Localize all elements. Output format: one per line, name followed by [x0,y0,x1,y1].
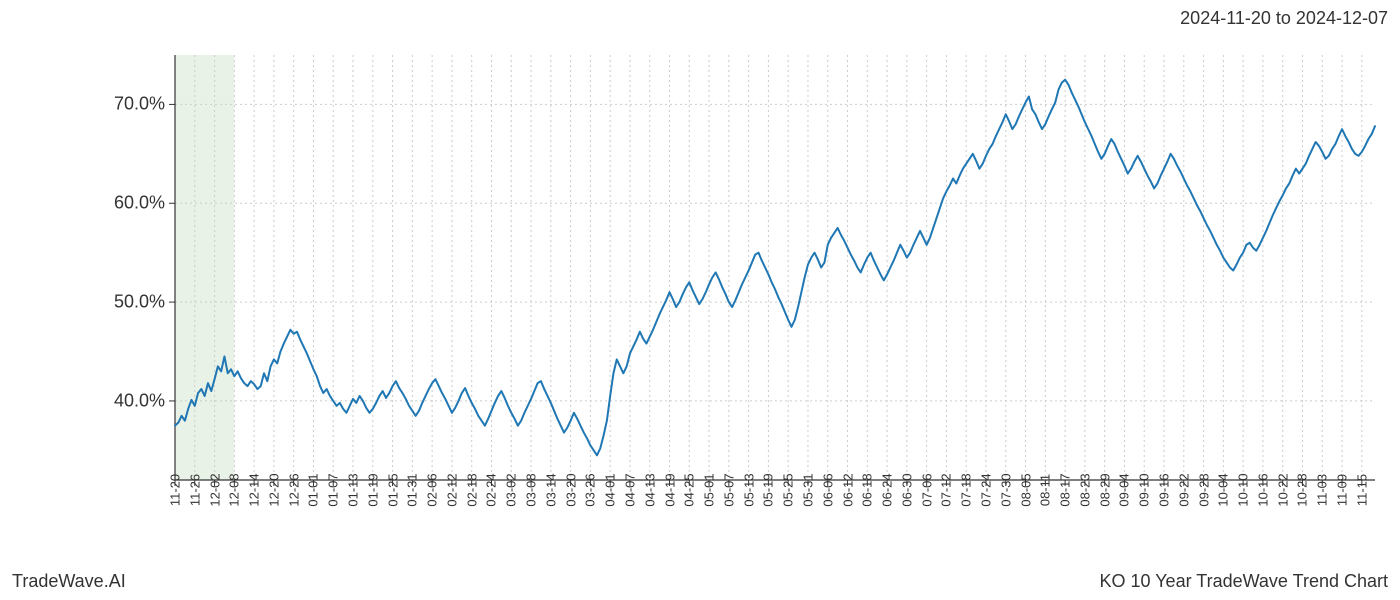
x-tick-label: 12-26 [286,473,301,506]
x-tick-label: 09-04 [1117,473,1132,506]
x-tick-label: 06-12 [840,473,855,506]
x-tick-label: 07-30 [998,473,1013,506]
x-tick-label: 08-05 [1018,473,1033,506]
y-tick-label: 40.0% [75,390,165,411]
x-tick-label: 03-26 [583,473,598,506]
highlight-band [175,55,234,480]
trend-chart [175,55,1375,480]
x-tick-label: 03-08 [524,473,539,506]
x-tick-label: 01-13 [346,473,361,506]
x-tick-label: 11-26 [187,474,202,506]
x-tick-label: 06-24 [880,473,895,506]
x-tick-label: 09-10 [1137,473,1152,506]
date-range-label: 2024-11-20 to 2024-12-07 [1180,8,1388,29]
x-tick-label: 03-02 [504,473,519,506]
x-tick-label: 08-17 [1058,473,1073,506]
x-tick-label: 10-04 [1216,473,1231,506]
x-tick-label: 11-15 [1354,474,1369,506]
x-tick-label: 10-10 [1236,473,1251,506]
x-tick-label: 06-06 [820,473,835,506]
x-tick-label: 02-12 [444,473,459,506]
x-tick-label: 02-06 [425,473,440,506]
x-tick-label: 12-02 [207,473,222,506]
x-tick-label: 07-12 [939,473,954,506]
y-tick-label: 50.0% [75,292,165,313]
x-tick-label: 09-16 [1157,473,1172,506]
x-tick-label: 05-07 [721,473,736,506]
x-tick-label: 08-11 [1038,474,1053,506]
x-tick-label: 10-28 [1295,473,1310,506]
x-tick-label: 07-24 [978,473,993,506]
x-tick-label: 03-20 [563,473,578,506]
x-tick-label: 04-25 [682,473,697,506]
x-tick-label: 07-18 [959,473,974,506]
x-tick-label: 03-14 [543,473,558,506]
x-tick-label: 05-01 [702,473,717,506]
x-tick-label: 12-20 [266,473,281,506]
x-tick-label: 11-09 [1335,474,1350,506]
x-tick-label: 08-23 [1077,473,1092,506]
series-line [175,80,1375,456]
x-tick-label: 04-13 [642,473,657,506]
x-tick-label: 06-30 [899,473,914,506]
x-tick-label: 11-03 [1315,474,1330,506]
chart-title: KO 10 Year TradeWave Trend Chart [1100,571,1389,592]
x-tick-label: 05-13 [741,473,756,506]
x-tick-label: 01-01 [306,473,321,506]
x-tick-label: 08-29 [1097,473,1112,506]
x-tick-label: 09-22 [1176,473,1191,506]
x-tick-label: 07-06 [919,473,934,506]
x-tick-label: 01-31 [405,473,420,506]
x-tick-label: 12-14 [247,473,262,506]
x-tick-label: 01-19 [365,473,380,506]
x-tick-label: 02-18 [464,473,479,506]
x-tick-label: 01-25 [385,473,400,506]
x-tick-label: 04-07 [622,473,637,506]
x-tick-label: 11-20 [168,474,183,506]
x-tick-label: 09-28 [1196,473,1211,506]
y-tick-label: 60.0% [75,193,165,214]
y-tick-label: 70.0% [75,94,165,115]
x-tick-label: 05-31 [800,473,815,506]
x-tick-label: 12-08 [227,473,242,506]
x-tick-label: 01-07 [326,473,341,506]
x-tick-label: 05-19 [761,473,776,506]
x-tick-label: 05-25 [781,473,796,506]
x-tick-label: 02-24 [484,473,499,506]
x-tick-label: 10-16 [1255,473,1270,506]
x-tick-label: 04-01 [603,473,618,506]
x-tick-label: 06-18 [860,473,875,506]
x-tick-label: 04-19 [662,473,677,506]
x-tick-label: 10-22 [1275,473,1290,506]
brand-label: TradeWave.AI [12,571,126,592]
